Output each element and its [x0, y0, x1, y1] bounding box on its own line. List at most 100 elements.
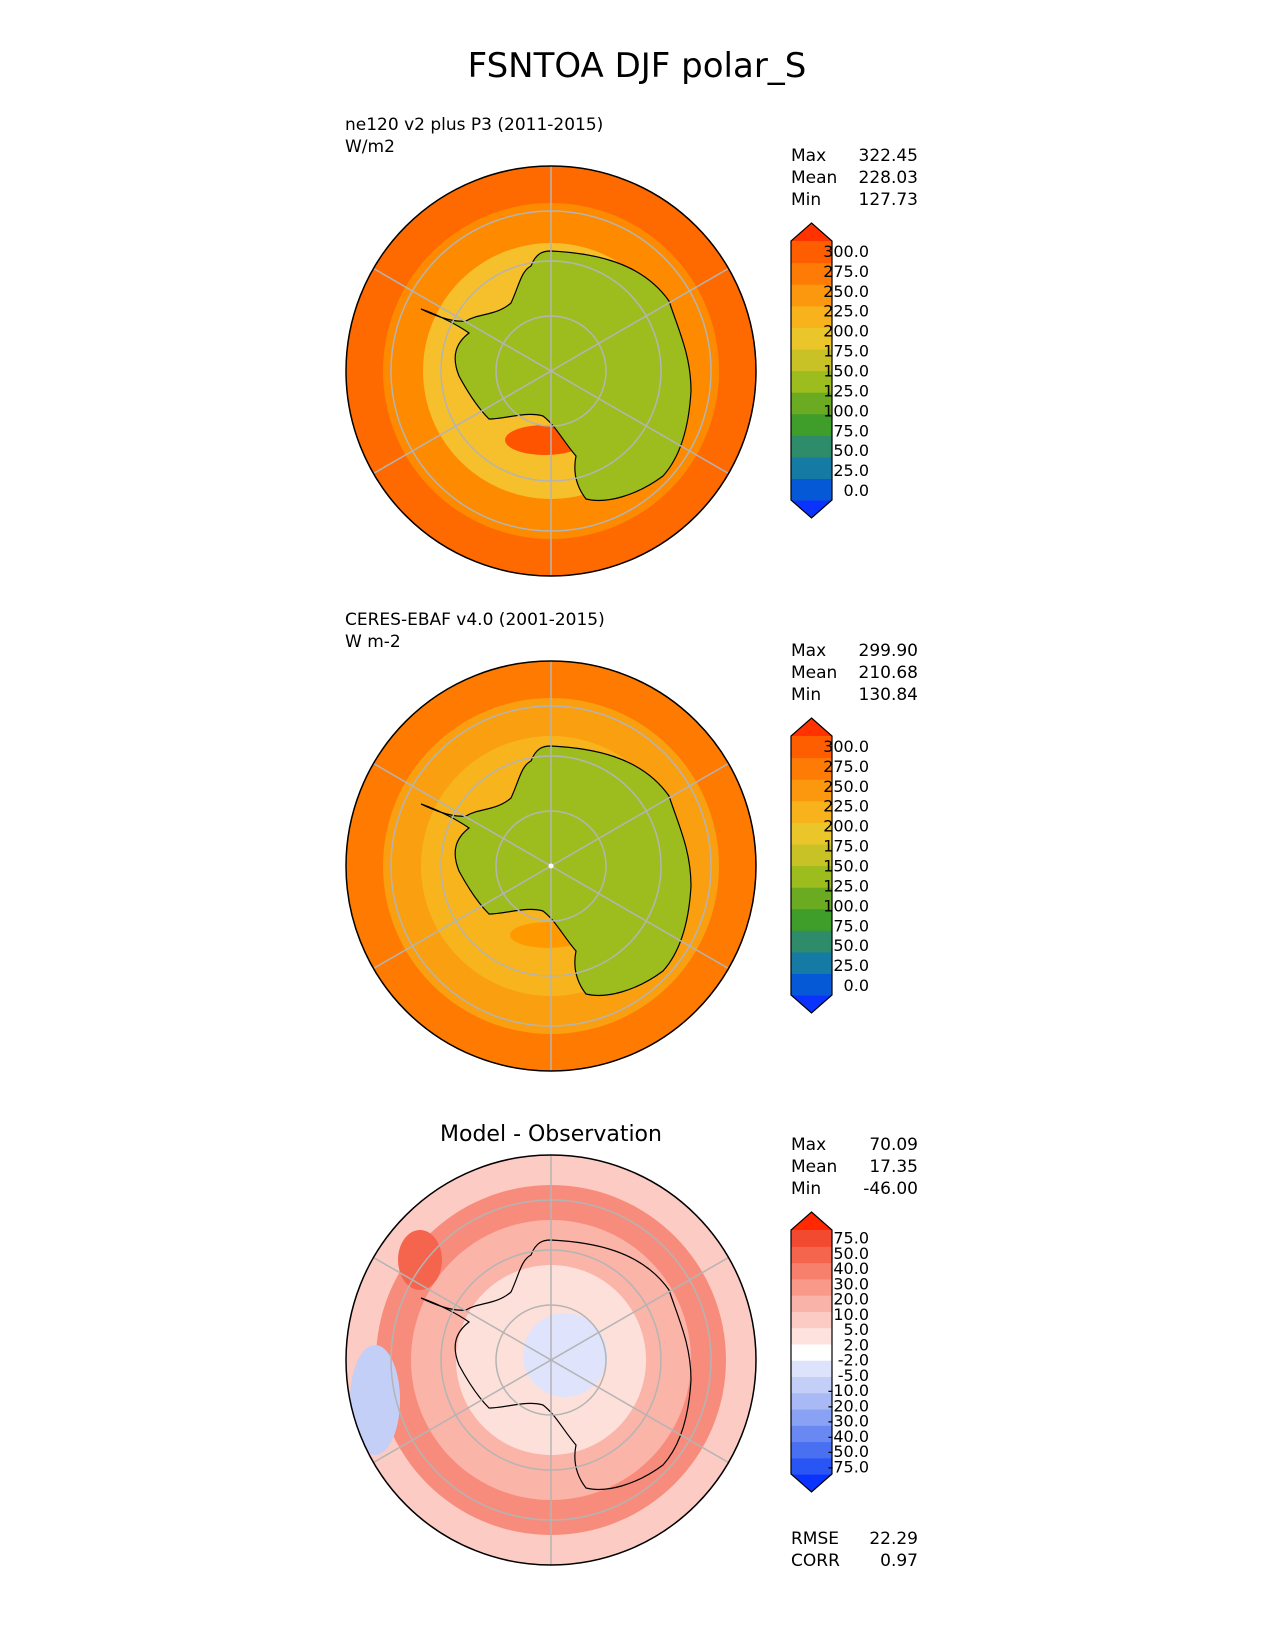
colorbar-extend-min [791, 500, 832, 518]
panel-observation-map [346, 661, 756, 1071]
colorbar-tick-label: 100.0 [823, 896, 869, 915]
colorbar-band [791, 1295, 832, 1312]
colorbar-band [791, 241, 832, 264]
colorbar-tick-label: 50.0 [833, 1244, 869, 1263]
colorbar-tick-label: -50.0 [828, 1442, 869, 1461]
stat-label: Mean [791, 168, 837, 188]
colorbar-tick-label: 25.0 [833, 461, 869, 480]
colorbar-tick-label: 175.0 [823, 837, 869, 856]
colorbar-tick-label: 75.0 [833, 421, 869, 440]
stat-label: Min [791, 685, 821, 705]
colorbar-band [791, 1327, 832, 1345]
colorbar-tick-label: 200.0 [823, 817, 869, 836]
colorbar-band [791, 973, 832, 996]
panel-model-stats: Max 322.45 Mean 228.03 Min 127.73 [791, 146, 918, 210]
stat-value: 70.09 [869, 1135, 918, 1155]
map-border [345, 165, 757, 577]
stat-label: Mean [791, 1157, 837, 1177]
colorbar-tick-label: 225.0 [823, 797, 869, 816]
map-fill-patch [398, 1230, 442, 1290]
colorbar-tick-label: 0.0 [844, 976, 869, 995]
colorbar-tick-label: 250.0 [823, 282, 869, 301]
map-fill-patch [350, 1345, 400, 1455]
map-border [345, 1154, 757, 1566]
colorbar-band [791, 305, 832, 328]
colorbar-tick-label: 40.0 [833, 1259, 869, 1278]
colorbar-band [791, 800, 832, 823]
colorbar-band [791, 1392, 832, 1410]
stat-value: 228.03 [859, 168, 918, 188]
colorbar-tick-label: -20.0 [828, 1396, 869, 1415]
colorbar-tick-label: 175.0 [823, 342, 869, 361]
colorbar-tick-label: 300.0 [823, 737, 869, 756]
colorbar-band [791, 1230, 832, 1247]
colorbar-band [791, 1343, 832, 1361]
panel-observation-title: CERES-EBAF v4.0 (2001-2015) [345, 610, 605, 630]
colorbar-band [791, 1425, 832, 1443]
panel-model-title: ne120 v2 plus P3 (2011-2015) [345, 115, 603, 135]
colorbar-band [791, 779, 832, 802]
colorbar-tick-label: -30.0 [828, 1412, 869, 1431]
colorbar-tick-label: 225.0 [823, 302, 869, 321]
colorbar-extend-min [791, 1474, 832, 1492]
stat-label: Mean [791, 663, 837, 683]
map-border [345, 660, 757, 1072]
colorbar-tick-label: 25.0 [833, 956, 869, 975]
stat-label: CORR [791, 1551, 840, 1571]
panel-observation-colorbar: 300.0275.0250.0225.0200.0175.0150.0125.0… [790, 717, 869, 1014]
colorbar-tick-label: 50.0 [833, 441, 869, 460]
stat-value: 130.84 [859, 685, 918, 705]
panel-model: ne120 v2 plus P3 (2011-2015) W/m2 Max 32… [345, 115, 918, 577]
stat-label: Max [791, 641, 826, 661]
colorbar-band [791, 757, 832, 780]
colorbar-tick-label: 150.0 [823, 362, 869, 381]
colorbar-tick-label: -2.0 [838, 1351, 869, 1370]
panel-model-map [346, 166, 756, 576]
colorbar-band [791, 1376, 832, 1394]
colorbar-band [791, 1441, 832, 1459]
panel-difference-title: Model - Observation [440, 1122, 662, 1147]
panel-model-units: W/m2 [345, 137, 395, 157]
colorbar-tick-label: 100.0 [823, 401, 869, 420]
colorbar-outline [790, 1211, 833, 1493]
colorbar-band [791, 370, 832, 393]
colorbar-band [791, 478, 832, 501]
colorbar-band [791, 348, 832, 372]
colorbar-outline [790, 222, 833, 519]
colorbar-tick-label: 275.0 [823, 262, 869, 281]
colorbar-extend-min [791, 995, 832, 1013]
colorbar-tick-label: 0.0 [844, 481, 869, 500]
colorbar-band [791, 951, 832, 975]
panel-difference-footer-stats: RMSE 22.29 CORR 0.97 [791, 1529, 918, 1571]
colorbar-band [791, 392, 832, 415]
colorbar-tick-label: 20.0 [833, 1290, 869, 1309]
colorbar-tick-label: 125.0 [823, 381, 869, 400]
colorbar-tick-label: -75.0 [828, 1457, 869, 1476]
stat-value: 299.90 [859, 641, 918, 661]
colorbar-extend-max [791, 718, 832, 736]
stat-value: 127.73 [859, 190, 918, 210]
colorbar-band [791, 736, 832, 759]
graticule [373, 1155, 729, 1565]
panel-difference-stats: Max 70.09 Mean 17.35 Min -46.00 [791, 1135, 918, 1199]
colorbar-band [791, 1246, 832, 1264]
stat-value: -46.00 [863, 1179, 918, 1199]
colorbar-band [791, 262, 832, 285]
colorbar-tick-label: 30.0 [833, 1274, 869, 1293]
colorbar-band [791, 1457, 832, 1475]
colorbar-band [791, 1408, 832, 1426]
colorbar-band [791, 843, 832, 867]
colorbar-band [791, 284, 832, 307]
stat-value: 322.45 [859, 146, 918, 166]
colorbar-tick-label: 275.0 [823, 757, 869, 776]
colorbar-band [791, 865, 832, 888]
colorbar-tick-label: 300.0 [823, 242, 869, 261]
panel-model-colorbar: 300.0275.0250.0225.0200.0175.0150.0125.0… [790, 222, 869, 519]
colorbar-band [791, 413, 832, 436]
colorbar-band [791, 1311, 832, 1329]
colorbar-band [791, 327, 832, 350]
colorbar-tick-label: 200.0 [823, 322, 869, 341]
stat-label: Max [791, 1135, 826, 1155]
colorbar-tick-label: -40.0 [828, 1427, 869, 1446]
